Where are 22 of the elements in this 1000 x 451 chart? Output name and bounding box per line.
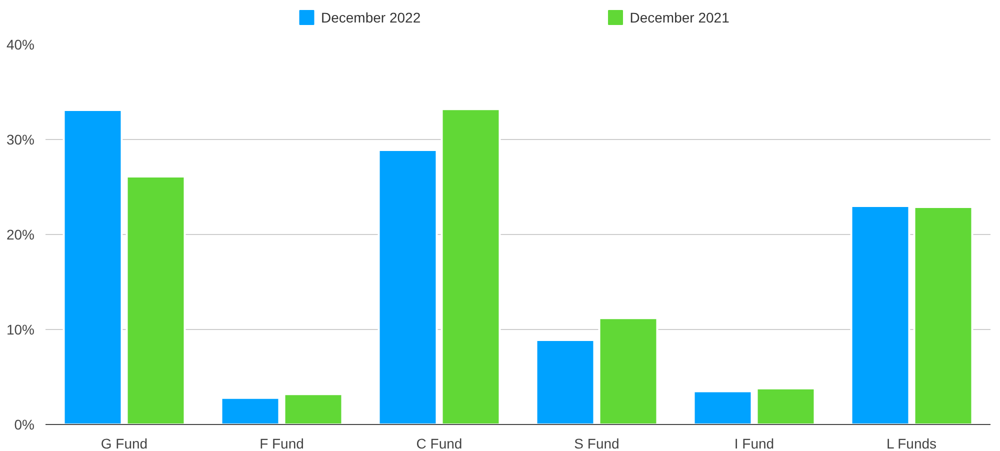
- bar: [62, 109, 123, 424]
- bar: [126, 176, 186, 424]
- x-tick-label: S Fund: [574, 436, 620, 451]
- legend-label: December 2022: [321, 10, 421, 26]
- x-tick-label: F Fund: [260, 436, 304, 451]
- bar: [283, 393, 344, 424]
- x-tick-label: I Fund: [734, 436, 774, 451]
- legend-label: December 2021: [630, 10, 730, 26]
- bar: [440, 108, 501, 424]
- x-tick-label: G Fund: [100, 436, 148, 451]
- x-tick-label: L Funds: [886, 436, 937, 451]
- y-tick-label: 40%: [6, 36, 35, 52]
- bar: [220, 396, 280, 424]
- y-tick-label: 20%: [6, 226, 35, 242]
- bar: [756, 387, 816, 424]
- bar: [850, 205, 910, 424]
- x-tick-label: C Fund: [416, 436, 462, 451]
- bar: [692, 390, 753, 424]
- y-tick-label: 10%: [6, 322, 35, 338]
- y-tick-label: 30%: [6, 132, 35, 148]
- bar: [598, 317, 658, 424]
- y-tick-label: 0%: [14, 416, 34, 432]
